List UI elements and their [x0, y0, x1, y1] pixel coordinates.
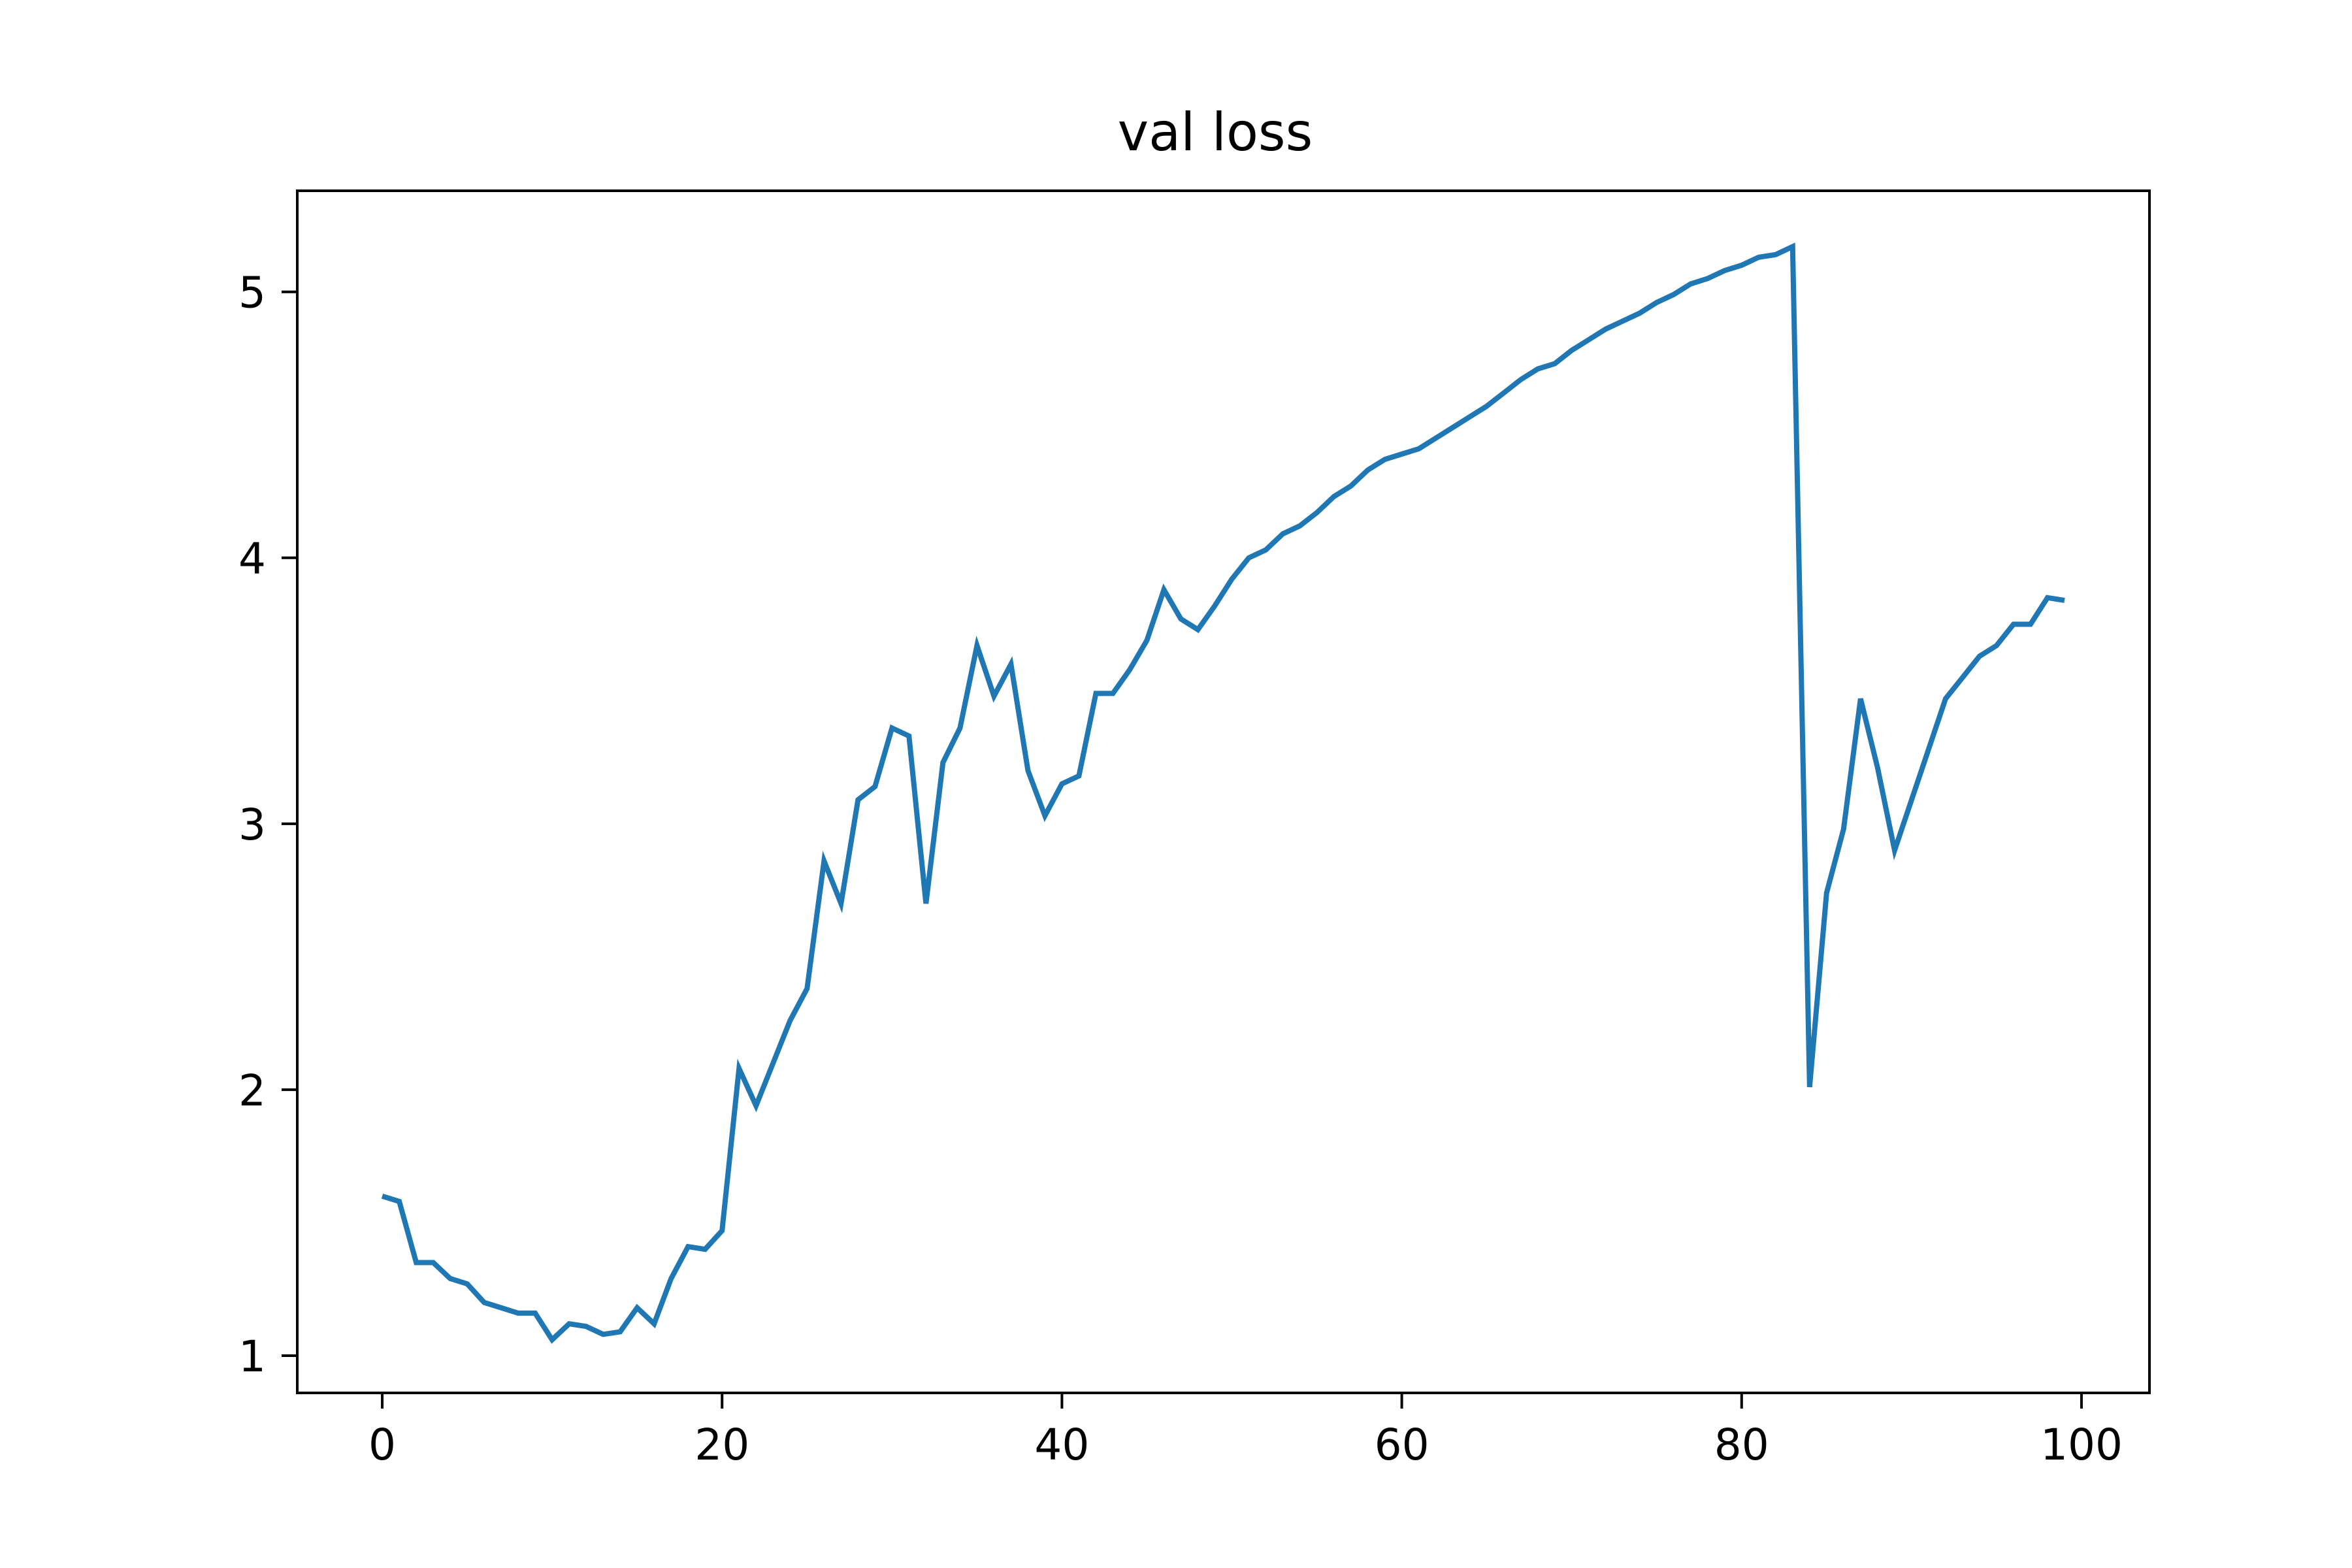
plot-area: [381, 242, 2065, 1344]
x-tick-label-0: 0: [368, 1420, 396, 1470]
y-tick-label-3: 3: [238, 800, 266, 850]
y-tick-label-2: 2: [238, 1066, 266, 1116]
x-tick-label-20: 20: [694, 1420, 749, 1470]
x-tick-label-100: 100: [2040, 1420, 2123, 1470]
y-tick-label-5: 5: [238, 268, 266, 318]
x-tick-label-80: 80: [1714, 1420, 1769, 1470]
chart-title: val loss: [1118, 102, 1313, 163]
axes-frame: [296, 189, 2151, 1394]
x-tick-label-40: 40: [1034, 1420, 1089, 1470]
y-tick-label-1: 1: [238, 1331, 266, 1382]
series-line-0: [381, 242, 2065, 1344]
y-tick-label-4: 4: [238, 534, 266, 584]
axes: 0 20 40 60 80 100 1 2 3 4 5: [238, 189, 2151, 1470]
x-tick-label-60: 60: [1375, 1420, 1429, 1470]
